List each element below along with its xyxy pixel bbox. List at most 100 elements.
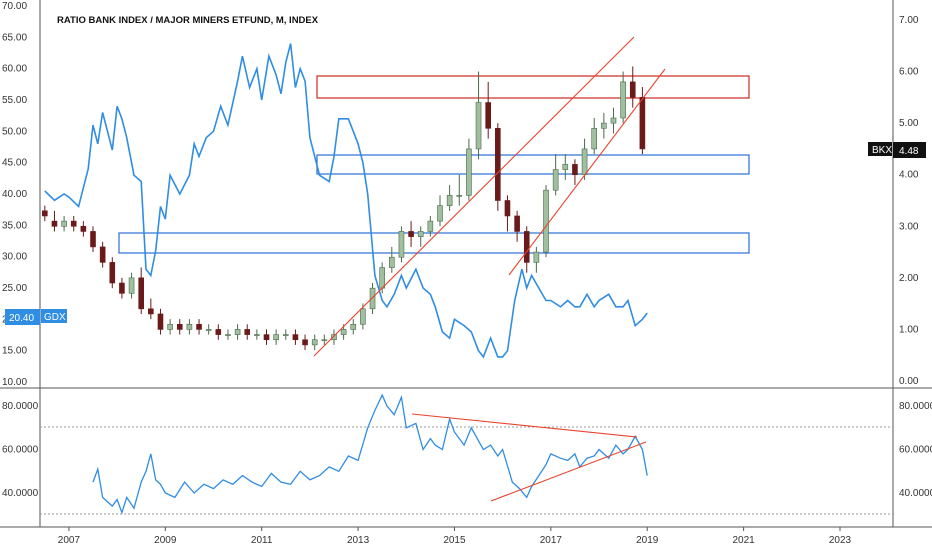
gdx-value-box (5, 309, 40, 325)
right-price-axis: 7.00 6.00 5.00 4.00 3.00 2.00 1.00 0.00 (899, 15, 919, 387)
candle-body (148, 308, 154, 315)
rsi-left-tick-label: 60.0000 (2, 445, 39, 456)
candle-body (446, 195, 453, 206)
trend-channel (313, 36, 666, 357)
candle-body (128, 277, 135, 294)
candle-body (254, 334, 260, 336)
candle-body (176, 323, 183, 330)
time-axis: 2007 2009 2011 2013 2015 2017 2019 2021 2023 (58, 527, 852, 546)
left-tick-label: 60.00 (2, 64, 27, 75)
right-tick-label: 5.00 (899, 118, 919, 129)
candle-body (543, 189, 549, 253)
left-tick-label: 30.00 (2, 252, 27, 263)
candle-body (109, 262, 116, 284)
bkx-label-box (868, 142, 892, 156)
candle-body (138, 277, 145, 310)
candle-body (157, 313, 164, 330)
left-price-axis: 70.00 65.00 60.00 55.00 50.00 45.00 40.00 35.00… (2, 1, 27, 388)
rsi-right-axis: 80.0000 60.0000 40.0000 (899, 401, 932, 499)
candle-body (42, 210, 48, 217)
candle-body (311, 339, 318, 346)
gdx-price-tag: 20.40 GDX (5, 309, 67, 325)
rsi-right-tick-label: 40.0000 (899, 488, 932, 499)
candle-body (196, 323, 202, 330)
left-tick-label: 25.00 (2, 283, 27, 294)
candle-body (389, 256, 395, 268)
candle-body (350, 323, 357, 330)
left-tick-label: 70.00 (2, 1, 27, 12)
candle-body (225, 334, 231, 336)
candle-body (495, 128, 501, 201)
candle-body (427, 220, 434, 232)
right-tick-label: 2.00 (899, 273, 919, 284)
right-tick-label: 6.00 (899, 67, 919, 78)
rsi-triangle (411, 413, 647, 502)
left-tick-label: 50.00 (2, 126, 27, 137)
candle-body (379, 267, 385, 289)
candle-body (205, 329, 212, 331)
chart-title: RATIO BANK INDEX / MAJOR MINERS ETFUND, … (57, 15, 319, 26)
left-tick-label: 35.00 (2, 220, 27, 231)
left-tick-label: 40.00 (2, 189, 27, 200)
channel-upper-trendline[interactable] (313, 36, 635, 357)
candle-body (533, 251, 540, 263)
resistance-zone-red[interactable] (316, 75, 750, 99)
candle-body (215, 329, 222, 335)
candle-body (610, 117, 617, 124)
candle-body (562, 164, 569, 170)
candle-body (282, 334, 289, 336)
bkx-price-tag: BKX 4.48 (868, 142, 926, 158)
rsi-right-tick-label: 80.0000 (899, 401, 932, 412)
gdx-label-box (41, 309, 67, 323)
candle-body (572, 164, 578, 176)
bkx-label: BKX (872, 145, 892, 156)
time-tick-label: 2021 (732, 535, 755, 546)
gdx-line (44, 43, 648, 359)
candle-body (620, 81, 626, 119)
right-tick-label: 4.00 (899, 170, 919, 181)
candle-body (234, 329, 241, 335)
candle-body (292, 334, 299, 341)
bkx-value-box (893, 142, 926, 158)
chart-frame (0, 0, 932, 528)
candle-body (369, 287, 376, 310)
time-tick-label: 2015 (443, 535, 466, 546)
candle-body (273, 334, 279, 341)
time-tick-label: 2011 (251, 535, 273, 546)
rsi-upper-trendline[interactable] (411, 413, 638, 438)
left-tick-label: 55.00 (2, 95, 27, 106)
candle-body (244, 329, 251, 335)
candle-body (514, 215, 520, 232)
candle-body (321, 339, 328, 342)
time-tick-label: 2009 (154, 535, 177, 546)
candle-body (437, 205, 443, 222)
rsi-lower-trendline[interactable] (490, 441, 647, 502)
candle-body (417, 231, 424, 237)
candle-body (591, 128, 598, 150)
candle-body (475, 102, 482, 150)
candle-body (119, 282, 125, 294)
right-tick-label: 1.00 (899, 324, 919, 335)
candle-body (263, 334, 270, 341)
rsi-left-tick-label: 40.0000 (2, 488, 39, 499)
candle-body (80, 225, 87, 232)
candle-body (360, 308, 366, 325)
channel-lower-trendline[interactable] (508, 68, 666, 276)
left-tick-label: 45.00 (2, 158, 27, 169)
candle-body (331, 334, 337, 341)
support-zone-blue-lower[interactable] (118, 232, 750, 254)
candle-body (629, 81, 636, 98)
gdx-value: 20.40 (9, 313, 34, 324)
rsi-right-tick-label: 60.0000 (899, 445, 932, 456)
gdx-label: GDX (44, 312, 66, 323)
candle-body (70, 220, 77, 227)
candle-body (552, 169, 559, 191)
candle-body (167, 323, 173, 330)
time-tick-label: 2013 (347, 535, 370, 546)
candle-body (90, 231, 96, 248)
time-tick-label: 2019 (636, 535, 659, 546)
candle-body (456, 195, 463, 197)
candle-body (466, 148, 472, 196)
